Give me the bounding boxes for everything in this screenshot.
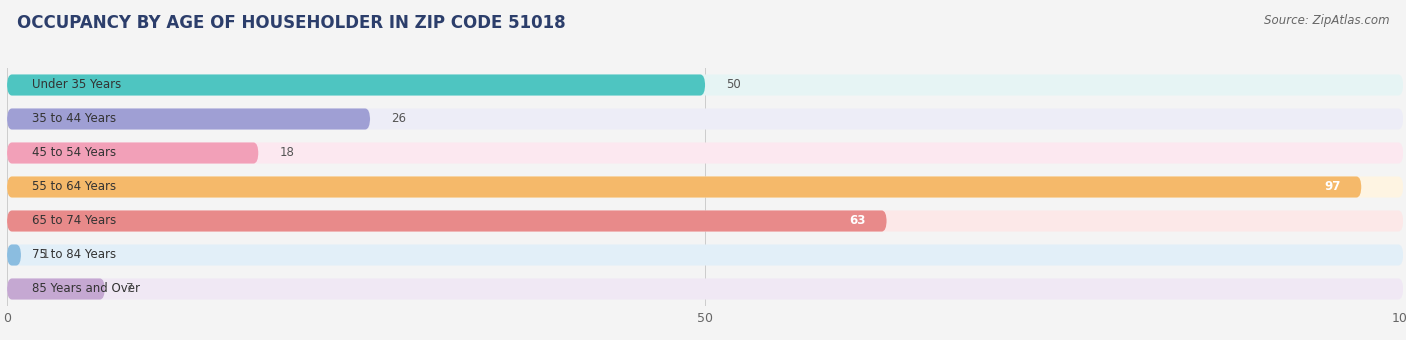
Text: 7: 7 <box>125 283 134 295</box>
Text: OCCUPANCY BY AGE OF HOUSEHOLDER IN ZIP CODE 51018: OCCUPANCY BY AGE OF HOUSEHOLDER IN ZIP C… <box>17 14 565 32</box>
Text: 97: 97 <box>1324 181 1340 193</box>
FancyBboxPatch shape <box>7 278 105 300</box>
FancyBboxPatch shape <box>7 176 1361 198</box>
FancyBboxPatch shape <box>7 210 887 232</box>
Text: 50: 50 <box>725 79 741 91</box>
FancyBboxPatch shape <box>7 74 706 96</box>
Text: 35 to 44 Years: 35 to 44 Years <box>32 113 117 125</box>
FancyBboxPatch shape <box>7 210 1403 232</box>
FancyBboxPatch shape <box>7 142 1403 164</box>
FancyBboxPatch shape <box>7 244 21 266</box>
Text: 26: 26 <box>391 113 406 125</box>
FancyBboxPatch shape <box>7 244 1403 266</box>
FancyBboxPatch shape <box>7 142 259 164</box>
Text: 65 to 74 Years: 65 to 74 Years <box>32 215 117 227</box>
FancyBboxPatch shape <box>7 278 1403 300</box>
FancyBboxPatch shape <box>7 74 1403 96</box>
Text: Source: ZipAtlas.com: Source: ZipAtlas.com <box>1264 14 1389 27</box>
FancyBboxPatch shape <box>7 108 1403 130</box>
Text: 45 to 54 Years: 45 to 54 Years <box>32 147 117 159</box>
Text: Under 35 Years: Under 35 Years <box>32 79 121 91</box>
Text: 63: 63 <box>849 215 866 227</box>
Text: 75 to 84 Years: 75 to 84 Years <box>32 249 117 261</box>
Text: 1: 1 <box>42 249 49 261</box>
Text: 18: 18 <box>280 147 294 159</box>
Text: 55 to 64 Years: 55 to 64 Years <box>32 181 117 193</box>
Text: 85 Years and Over: 85 Years and Over <box>32 283 141 295</box>
FancyBboxPatch shape <box>7 176 1403 198</box>
FancyBboxPatch shape <box>7 108 370 130</box>
